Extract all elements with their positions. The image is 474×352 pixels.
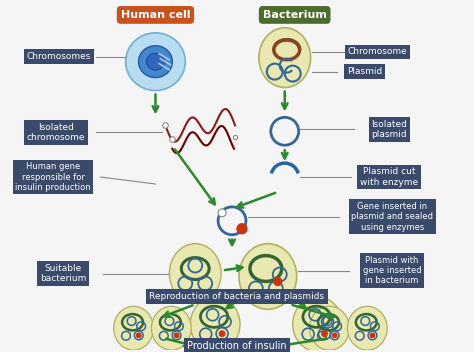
Circle shape: [322, 331, 327, 337]
Ellipse shape: [190, 297, 240, 352]
Text: Plasmid cut
with enzyme: Plasmid cut with enzyme: [360, 167, 418, 187]
Circle shape: [174, 333, 179, 338]
Text: Human cell: Human cell: [121, 10, 190, 20]
Text: Bacterium: Bacterium: [263, 10, 327, 20]
Circle shape: [218, 209, 226, 217]
Ellipse shape: [169, 244, 221, 303]
Circle shape: [219, 331, 225, 337]
Text: Chromosomes: Chromosomes: [27, 52, 91, 61]
Ellipse shape: [239, 244, 297, 309]
Circle shape: [237, 224, 247, 234]
Circle shape: [370, 333, 374, 338]
Text: Gene inserted in
plasmid and sealed
using enzymes: Gene inserted in plasmid and sealed usin…: [351, 202, 433, 232]
Ellipse shape: [114, 306, 154, 350]
Ellipse shape: [259, 28, 310, 88]
Ellipse shape: [310, 306, 349, 350]
Circle shape: [332, 333, 337, 338]
Text: Isolated
chromosome: Isolated chromosome: [27, 122, 85, 142]
Text: Production of insulin: Production of insulin: [187, 341, 287, 351]
Text: Chromosome: Chromosome: [347, 47, 407, 56]
Circle shape: [137, 333, 141, 338]
Text: Reproduction of bacteria and plasmids: Reproduction of bacteria and plasmids: [149, 292, 325, 301]
Text: Suitable
bacterium: Suitable bacterium: [40, 264, 86, 283]
Ellipse shape: [347, 306, 387, 350]
Ellipse shape: [126, 33, 185, 90]
Ellipse shape: [292, 297, 342, 352]
Circle shape: [274, 277, 282, 285]
Ellipse shape: [146, 53, 164, 70]
Text: Plasmid: Plasmid: [346, 67, 382, 76]
Ellipse shape: [138, 46, 173, 77]
Text: Isolated
plasmid: Isolated plasmid: [371, 120, 407, 139]
Ellipse shape: [152, 306, 191, 350]
Text: Plasmid with
gene inserted
in bacterium: Plasmid with gene inserted in bacterium: [363, 256, 421, 285]
Text: Human gene
responsible for
insulin production: Human gene responsible for insulin produ…: [15, 162, 91, 192]
